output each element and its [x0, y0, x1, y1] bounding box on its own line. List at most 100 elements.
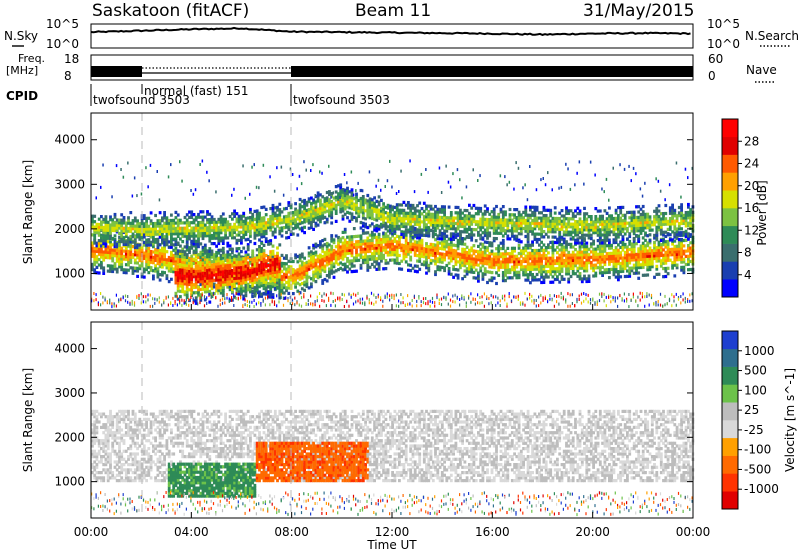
power-cell — [158, 257, 162, 261]
power-cell — [246, 245, 250, 249]
power-cell — [133, 266, 137, 270]
power-cell — [93, 271, 97, 275]
power-cell — [260, 284, 264, 288]
power-cell — [138, 245, 142, 249]
power-cell — [240, 225, 243, 229]
power-cell — [179, 221, 182, 225]
power-cell — [185, 226, 189, 230]
power-cell — [280, 253, 284, 257]
power-cell — [181, 229, 185, 233]
power-cell — [276, 216, 279, 220]
power-cell — [215, 259, 218, 263]
power-cell — [190, 243, 194, 248]
power-cell — [233, 254, 236, 258]
power-cell — [447, 205, 451, 209]
power-cell — [156, 243, 160, 247]
power-cell — [181, 276, 185, 280]
power-cell — [217, 217, 221, 221]
power-cell — [194, 226, 198, 230]
power-cell — [206, 296, 208, 300]
power-cell — [235, 292, 239, 296]
power-cell — [197, 255, 200, 259]
power-cell — [161, 260, 164, 264]
power-cell — [246, 285, 250, 289]
power-cell — [188, 274, 191, 278]
power-cell — [124, 252, 128, 256]
power-cell — [240, 278, 243, 283]
power-cell — [377, 232, 381, 236]
power-cell — [389, 298, 391, 302]
power-cell — [179, 260, 182, 264]
power-cell — [226, 241, 230, 245]
power-cell — [217, 236, 221, 240]
power-cell — [231, 279, 234, 283]
power-cell — [255, 283, 259, 287]
power-cell — [244, 288, 248, 292]
power-cell — [319, 304, 321, 308]
power-cell — [231, 236, 234, 240]
power-cell — [113, 304, 115, 308]
power-cell — [291, 173, 294, 176]
power-cell — [206, 255, 209, 259]
power-cell — [174, 226, 178, 230]
power-cell — [210, 268, 214, 272]
power-cell — [104, 220, 108, 224]
power-cell — [133, 269, 137, 273]
power-cell — [113, 234, 117, 238]
power-cell — [194, 239, 198, 243]
power-cell — [147, 238, 151, 242]
power-cell — [113, 223, 117, 227]
power-cell — [179, 279, 182, 283]
power-cell — [131, 221, 135, 225]
power-cell — [264, 288, 268, 292]
power-cell — [172, 218, 176, 222]
power-cell — [479, 296, 481, 299]
power-cell — [240, 273, 243, 277]
power-cell — [161, 246, 164, 250]
power-cell — [237, 276, 241, 280]
power-cell — [197, 245, 200, 249]
power-cell — [346, 299, 348, 303]
power-cell — [522, 186, 524, 190]
power-cell — [140, 219, 144, 223]
power-cell — [183, 301, 185, 305]
power-cell — [181, 268, 185, 272]
power-cell — [100, 228, 103, 232]
power-cell — [176, 229, 180, 233]
power-cell — [465, 245, 469, 249]
power-cell — [163, 224, 166, 228]
power-cell — [154, 266, 157, 271]
power-cell — [224, 277, 227, 281]
power-cell — [395, 293, 397, 297]
power-cell — [201, 269, 205, 274]
power-cell — [183, 252, 187, 257]
power-cell — [197, 221, 200, 225]
power-cell — [167, 295, 169, 299]
power-cell — [199, 226, 203, 230]
power-cell — [240, 287, 243, 291]
power-cell — [384, 185, 386, 188]
power-cell — [255, 302, 257, 306]
noise-panel: N.Sky 10^5 10^0 10^5 10^0 N.Search — [4, 17, 799, 51]
power-cell — [212, 220, 216, 224]
power-cell — [215, 225, 218, 230]
power-cell — [176, 218, 180, 222]
power-cell — [154, 213, 157, 218]
power-cell — [228, 266, 232, 270]
power-cell — [544, 297, 546, 301]
power-cell — [217, 283, 221, 287]
power-cell — [364, 222, 367, 226]
power-cell — [228, 285, 232, 289]
power-cell — [188, 256, 191, 260]
power-cell — [91, 262, 94, 266]
power-cell — [199, 295, 203, 300]
power-cell — [269, 223, 273, 227]
power-cell — [201, 223, 205, 227]
power-cell — [255, 267, 259, 271]
power-cell — [115, 248, 119, 253]
power-cell — [246, 288, 250, 292]
power-cell — [303, 160, 305, 164]
power-cell — [154, 258, 157, 262]
power-cell — [269, 277, 273, 281]
power-cell — [181, 282, 185, 286]
